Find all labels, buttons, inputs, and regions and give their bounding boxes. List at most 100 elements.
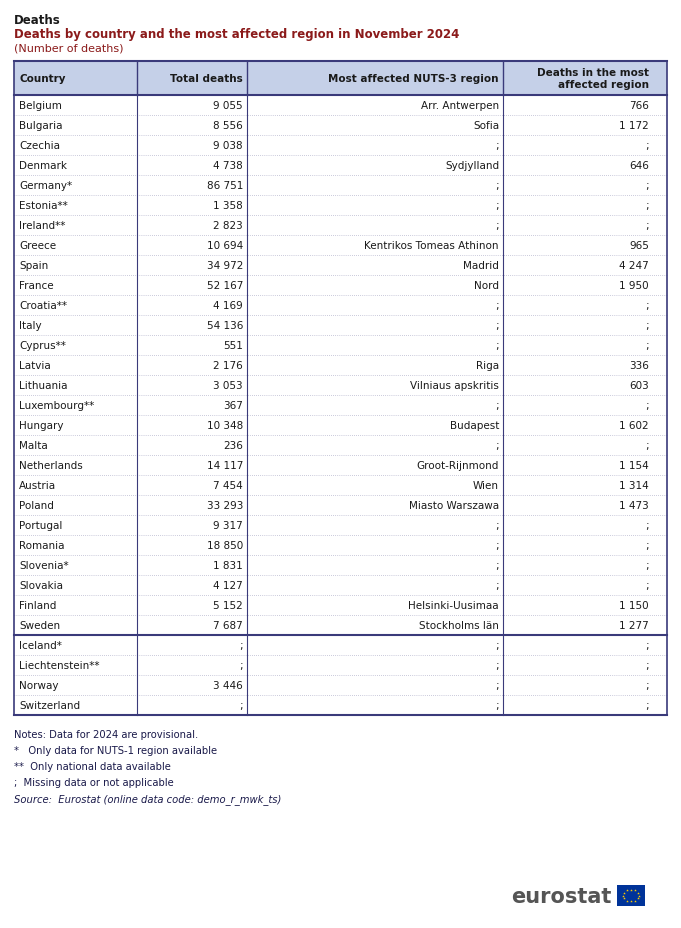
Text: eurostat: eurostat xyxy=(511,886,612,906)
Text: 336: 336 xyxy=(629,361,649,370)
Text: 2 823: 2 823 xyxy=(213,221,243,231)
Text: Greece: Greece xyxy=(19,240,56,251)
Text: 54 136: 54 136 xyxy=(206,321,243,330)
Text: ;: ; xyxy=(646,661,649,670)
Text: Hungary: Hungary xyxy=(19,420,63,431)
Text: ;: ; xyxy=(495,221,499,231)
Text: ;: ; xyxy=(495,701,499,710)
Text: Source:  Eurostat (online data code: demo_r_mwk_ts): Source: Eurostat (online data code: demo… xyxy=(14,793,281,804)
Text: Italy: Italy xyxy=(19,321,42,330)
Text: Iceland*: Iceland* xyxy=(19,640,62,651)
Text: 367: 367 xyxy=(223,401,243,410)
Text: 7 687: 7 687 xyxy=(213,620,243,630)
Text: ;: ; xyxy=(646,561,649,571)
Text: 1 150: 1 150 xyxy=(620,600,649,611)
Text: 10 348: 10 348 xyxy=(207,420,243,431)
Text: ;: ; xyxy=(495,181,499,191)
Text: Miasto Warszawa: Miasto Warszawa xyxy=(409,500,499,510)
Text: Country: Country xyxy=(19,74,65,84)
Text: ;: ; xyxy=(646,401,649,410)
Text: 4 247: 4 247 xyxy=(619,261,649,271)
Text: Cyprus**: Cyprus** xyxy=(19,341,66,351)
Text: Spain: Spain xyxy=(19,261,48,271)
Text: 1 277: 1 277 xyxy=(619,620,649,630)
Text: 603: 603 xyxy=(629,380,649,391)
Text: Bulgaria: Bulgaria xyxy=(19,121,63,131)
Text: 1 473: 1 473 xyxy=(619,500,649,510)
Text: 236: 236 xyxy=(223,441,243,450)
Text: (Number of deaths): (Number of deaths) xyxy=(14,43,123,53)
Text: ;: ; xyxy=(495,661,499,670)
Text: Nord: Nord xyxy=(474,280,499,290)
Text: Switzerland: Switzerland xyxy=(19,701,80,710)
Text: ;: ; xyxy=(240,701,243,710)
Text: Arr. Antwerpen: Arr. Antwerpen xyxy=(421,101,499,110)
Text: 52 167: 52 167 xyxy=(206,280,243,290)
Text: *   Only data for NUTS-1 region available: * Only data for NUTS-1 region available xyxy=(14,745,217,755)
Text: ;: ; xyxy=(646,141,649,151)
Text: ;: ; xyxy=(646,540,649,550)
Text: 3 446: 3 446 xyxy=(213,680,243,690)
Text: Poland: Poland xyxy=(19,500,54,510)
Text: 1 831: 1 831 xyxy=(213,561,243,571)
Text: Portugal: Portugal xyxy=(19,521,63,531)
Text: Finland: Finland xyxy=(19,600,57,611)
Text: 1 314: 1 314 xyxy=(619,481,649,491)
Text: **  Only national data available: ** Only national data available xyxy=(14,761,171,771)
Text: 2 176: 2 176 xyxy=(213,361,243,370)
Text: Kentrikos Tomeas Athinon: Kentrikos Tomeas Athinon xyxy=(364,240,499,251)
Text: 10 694: 10 694 xyxy=(207,240,243,251)
Text: Austria: Austria xyxy=(19,481,56,491)
Text: ;: ; xyxy=(495,321,499,330)
Text: 965: 965 xyxy=(629,240,649,251)
Text: 1 172: 1 172 xyxy=(619,121,649,131)
Text: Lithuania: Lithuania xyxy=(19,380,67,391)
Text: 9 055: 9 055 xyxy=(213,101,243,110)
Text: 4 738: 4 738 xyxy=(213,161,243,171)
Text: ;: ; xyxy=(646,200,649,211)
Text: ;: ; xyxy=(495,401,499,410)
Text: Total deaths: Total deaths xyxy=(170,74,243,84)
Text: Most affected NUTS-3 region: Most affected NUTS-3 region xyxy=(328,74,499,84)
Text: ;: ; xyxy=(646,181,649,191)
Text: Liechtenstein**: Liechtenstein** xyxy=(19,661,99,670)
Text: ;: ; xyxy=(646,640,649,651)
Text: ;: ; xyxy=(646,441,649,450)
Text: ;: ; xyxy=(240,661,243,670)
Text: ;: ; xyxy=(646,221,649,231)
Text: 4 169: 4 169 xyxy=(213,301,243,311)
Text: ;: ; xyxy=(495,301,499,311)
Text: Ireland**: Ireland** xyxy=(19,221,65,231)
Text: 766: 766 xyxy=(629,101,649,110)
Text: Norway: Norway xyxy=(19,680,59,690)
Text: 18 850: 18 850 xyxy=(207,540,243,550)
Text: ;: ; xyxy=(646,680,649,690)
Text: 3 053: 3 053 xyxy=(213,380,243,391)
Text: Deaths by country and the most affected region in November 2024: Deaths by country and the most affected … xyxy=(14,28,460,41)
Text: Budapest: Budapest xyxy=(449,420,499,431)
Text: ;: ; xyxy=(646,301,649,311)
Text: ;: ; xyxy=(495,580,499,590)
Text: Sweden: Sweden xyxy=(19,620,60,630)
Text: Denmark: Denmark xyxy=(19,161,67,171)
Text: Latvia: Latvia xyxy=(19,361,51,370)
Text: ;: ; xyxy=(646,321,649,330)
Text: ;: ; xyxy=(240,640,243,651)
Text: Luxembourg**: Luxembourg** xyxy=(19,401,94,410)
Bar xyxy=(617,885,645,906)
Text: ;: ; xyxy=(495,141,499,151)
Text: 646: 646 xyxy=(629,161,649,171)
Text: Romania: Romania xyxy=(19,540,65,550)
Text: Netherlands: Netherlands xyxy=(19,460,83,470)
Text: 9 317: 9 317 xyxy=(213,521,243,531)
Text: ;: ; xyxy=(495,561,499,571)
Text: 7 454: 7 454 xyxy=(213,481,243,491)
Text: 551: 551 xyxy=(223,341,243,351)
Text: ;: ; xyxy=(646,521,649,531)
Text: Deaths in the most
affected region: Deaths in the most affected region xyxy=(537,68,649,90)
Text: ;: ; xyxy=(495,441,499,450)
Text: Wien: Wien xyxy=(473,481,499,491)
Text: Slovenia*: Slovenia* xyxy=(19,561,69,571)
Text: 9 038: 9 038 xyxy=(213,141,243,151)
Text: ;: ; xyxy=(495,640,499,651)
